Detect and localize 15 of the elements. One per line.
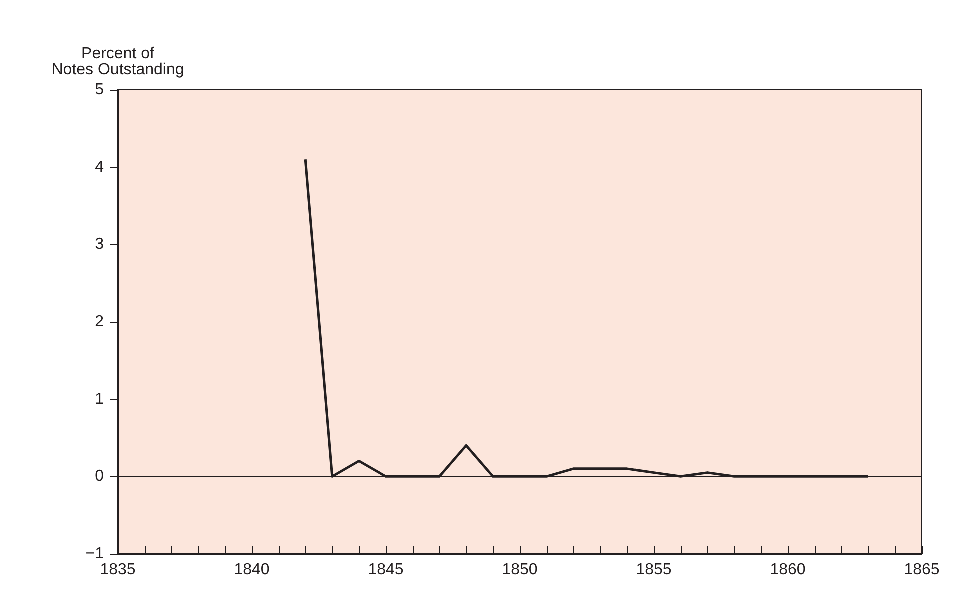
y-tick-label: 0 <box>95 468 104 486</box>
x-tick-label: 1850 <box>502 562 538 578</box>
x-tick-label: 1865 <box>904 562 940 578</box>
x-tick-label: 1845 <box>368 562 404 578</box>
y-tick-label: 4 <box>95 158 104 176</box>
x-tick-label: 1855 <box>636 562 672 578</box>
x-tick-label: 1840 <box>234 562 270 578</box>
y-axis-title: Percent of Notes Outstanding <box>52 46 184 78</box>
y-tick-label: 2 <box>95 314 104 330</box>
y-tick-label: 1 <box>95 390 104 408</box>
x-tick-label: 1835 <box>100 562 136 578</box>
y-tick-label: 3 <box>95 236 104 254</box>
y-tick-label: −1 <box>86 546 104 562</box>
y-tick-label: 5 <box>95 82 104 98</box>
x-tick-label: 1860 <box>770 562 806 578</box>
